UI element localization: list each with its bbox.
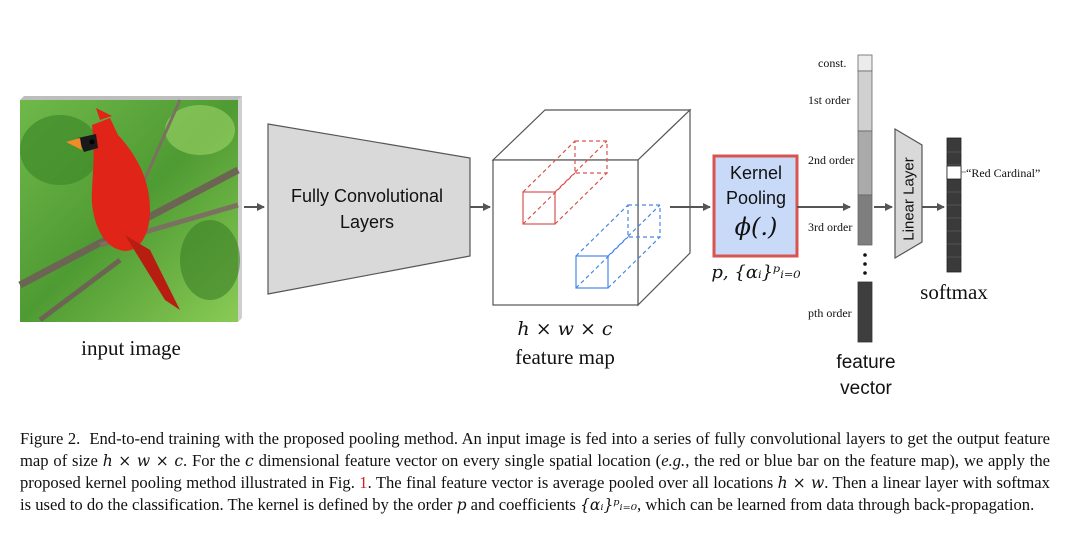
linear-layer-label: Linear Layer (900, 157, 918, 241)
red-feature-bar (522, 140, 608, 225)
order3-label: 3rd order (808, 220, 853, 234)
pipeline-diagram: input image Fully Convolutional Layers h… (18, 54, 1041, 399)
blue-feature-bar (575, 204, 661, 289)
input-image-label: input image (81, 336, 181, 360)
order1-label: 1st order (808, 93, 851, 107)
kernel-pooling-function: ϕ(.) (734, 213, 778, 241)
softmax-label: softmax (920, 280, 988, 304)
figure-reference-link[interactable]: 1 (359, 473, 368, 492)
const-label: const. (818, 56, 847, 70)
feature-vector-label-line1: feature (836, 352, 896, 373)
order2-label: 2nd order (808, 153, 855, 167)
feature-map-label: feature map (515, 345, 615, 369)
linear-layer-block (894, 127, 923, 260)
input-image (18, 96, 242, 322)
feature-vector-column (857, 54, 873, 343)
red-cardinal-label: “Red Cardinal” (966, 166, 1041, 180)
feature-map-dims: h × w × c (517, 318, 613, 340)
orderp-label: pth order (808, 306, 852, 320)
caption-fig-label: Figure 2. (20, 429, 81, 448)
figure-caption: Figure 2. End-to-end training with the p… (20, 429, 1051, 514)
pooling-params: p, {αᵢ}ᵖᵢ₌₀ (711, 262, 801, 283)
softmax-output-column (946, 137, 966, 273)
fc-layers-label-line2: Layers (339, 212, 395, 232)
fully-convolutional-layers-block (267, 123, 471, 295)
feature-map-cube (491, 108, 692, 307)
cardinal-bird-icon (66, 108, 180, 310)
fc-layers-label-line1: Fully Convolutional (290, 186, 444, 206)
kernel-pooling-label-line2: Pooling (725, 188, 787, 208)
kernel-pooling-label-line1: Kernel (729, 163, 783, 183)
feature-vector-label-line2: vector (840, 378, 892, 399)
